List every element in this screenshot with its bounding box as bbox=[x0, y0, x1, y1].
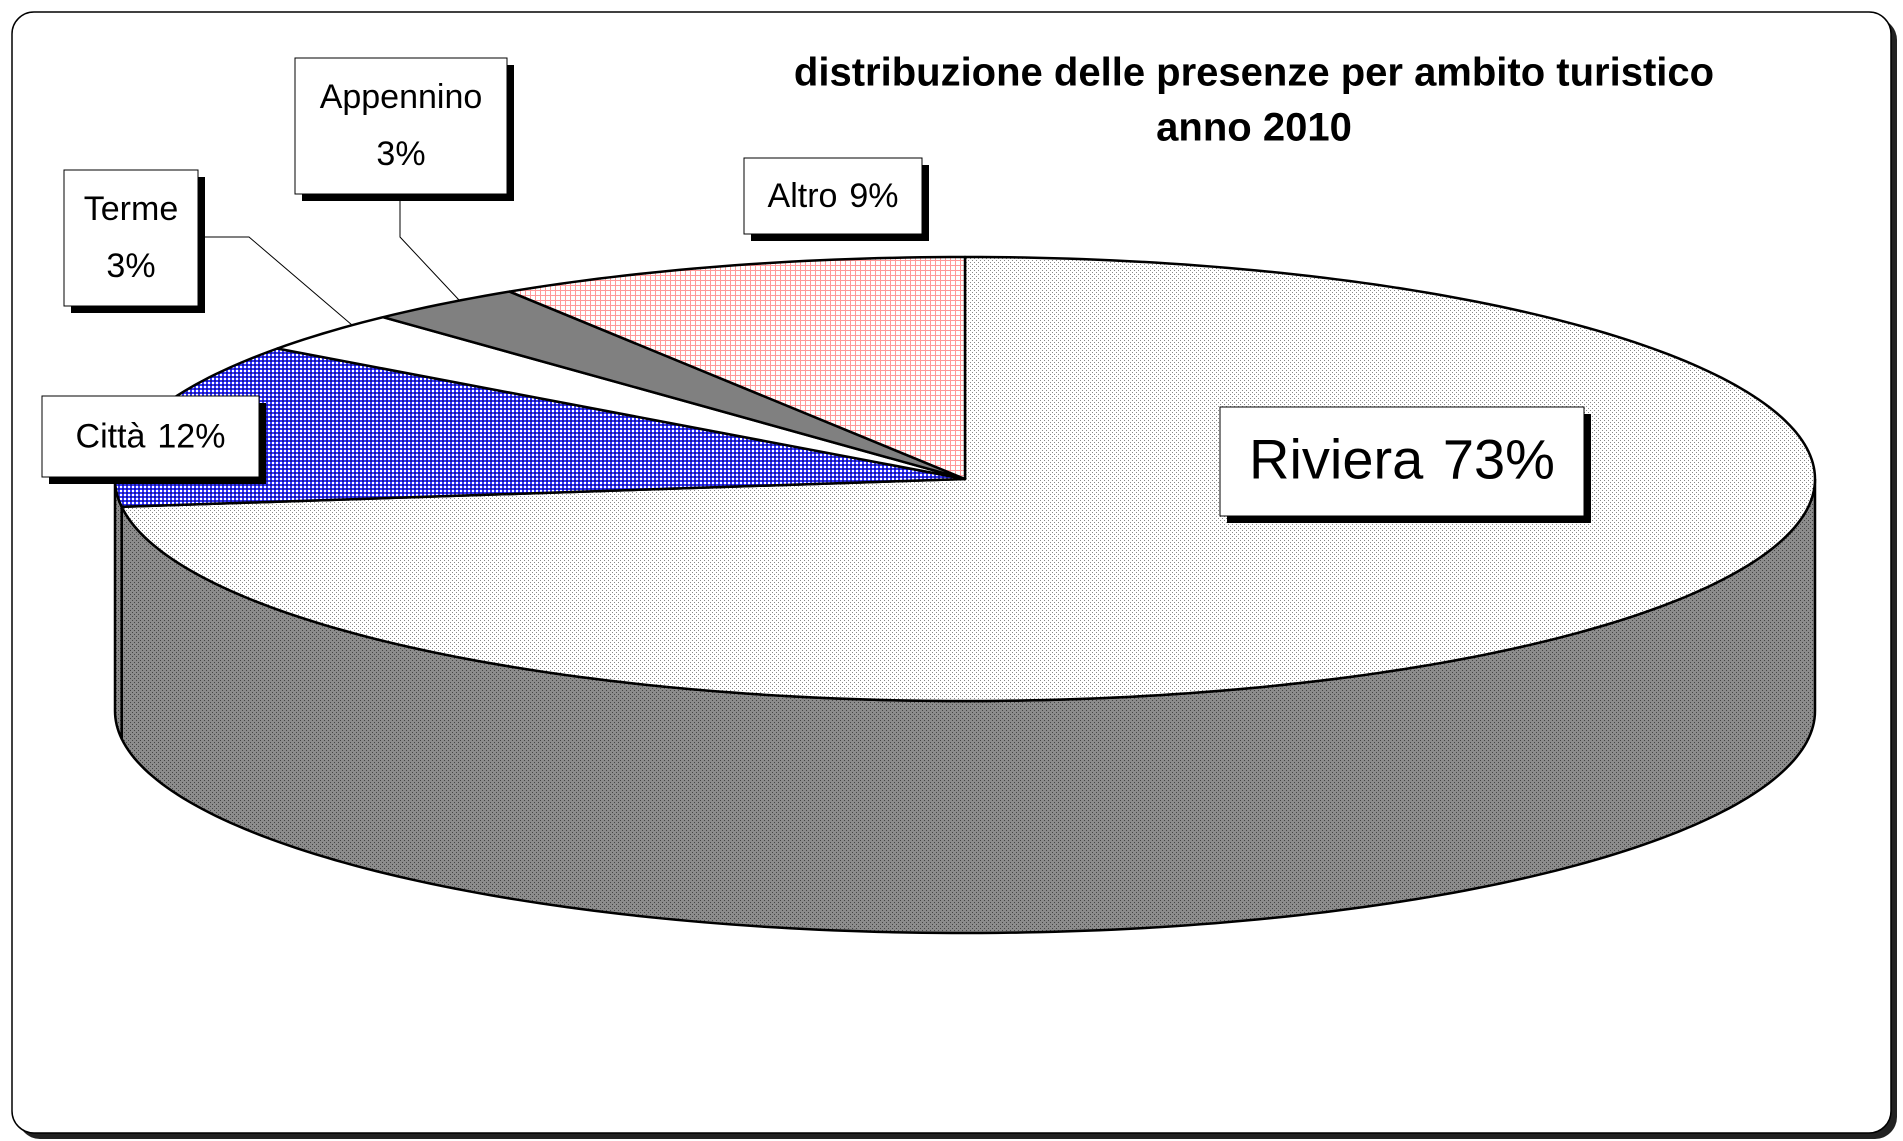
label-value: 73% bbox=[1443, 427, 1555, 490]
pie-side bbox=[113, 478, 123, 740]
label-value: 9% bbox=[849, 177, 898, 215]
pie-slice bbox=[508, 255, 967, 481]
label-name: Riviera bbox=[1249, 427, 1424, 490]
labels: Riviera 73% Città 12% Terme 3% Appennino 3% Altr… bbox=[41, 57, 1591, 523]
chart-title: distribuzione delle presenze per ambito … bbox=[794, 51, 1714, 95]
label: Altro 9% bbox=[768, 177, 899, 215]
label-name: Appennino bbox=[320, 78, 483, 116]
pie-slice bbox=[276, 315, 967, 481]
label-value: 3% bbox=[106, 247, 155, 285]
leader-line bbox=[399, 200, 460, 301]
label: Città 12% bbox=[76, 417, 226, 455]
label-name: Altro bbox=[768, 177, 838, 215]
label-box bbox=[41, 395, 260, 478]
pie-slice bbox=[381, 290, 967, 481]
label-name: Città bbox=[76, 417, 146, 455]
label-box bbox=[294, 57, 508, 195]
pie bbox=[113, 255, 1817, 935]
label-name: Terme bbox=[84, 190, 178, 228]
label-value: 3% bbox=[376, 135, 425, 173]
label-box bbox=[1219, 406, 1585, 517]
leader-line bbox=[198, 236, 353, 326]
chart-subtitle: anno 2010 bbox=[1156, 106, 1352, 150]
label-box bbox=[743, 157, 923, 235]
pie-slice bbox=[120, 255, 1817, 703]
label-box bbox=[63, 169, 199, 307]
label: Riviera 73% bbox=[1249, 427, 1555, 490]
label-value: 12% bbox=[157, 417, 225, 455]
